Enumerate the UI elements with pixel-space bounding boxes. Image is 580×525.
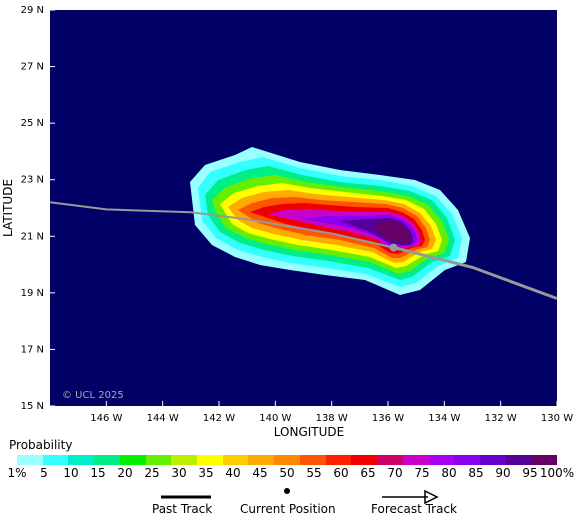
probability-color-bar xyxy=(17,455,558,465)
probability-swatch xyxy=(145,455,172,465)
forecast-track-line xyxy=(393,246,558,300)
probability-label: 75 xyxy=(414,466,429,480)
probability-label: 45 xyxy=(252,466,267,480)
probability-swatch xyxy=(222,455,249,465)
lat-tick-label: 29 N xyxy=(21,5,44,16)
probability-label: 80 xyxy=(441,466,456,480)
forecast-arrow-icon xyxy=(424,489,439,505)
probability-labels: 1% 5 10 15 20 25 30 35 40 45 50 55 60 65 70 75 80 85 90 95 1… xyxy=(7,466,574,480)
lat-tick-label: 17 N xyxy=(21,344,44,355)
probability-swatch xyxy=(505,455,532,465)
longitude-tick-labels: 146 W 144 W 142 W 140 W 138 W 136 W 134 W 132 W… xyxy=(90,413,573,424)
axis-ticks xyxy=(46,9,558,410)
probability-swatch xyxy=(428,455,455,465)
lat-tick-label: 27 N xyxy=(21,62,44,73)
probability-swatch xyxy=(17,455,43,465)
probability-swatch xyxy=(68,455,95,465)
lon-tick-label: 146 W xyxy=(90,413,122,424)
probability-label: 1% xyxy=(7,466,26,480)
lon-tick-label: 136 W xyxy=(372,413,404,424)
lat-tick-label: 15 N xyxy=(21,401,44,412)
probability-label: 20 xyxy=(117,466,132,480)
probability-label: 70 xyxy=(387,466,402,480)
probability-swatch xyxy=(325,455,352,465)
probability-swatch xyxy=(377,455,403,465)
probability-label: 100% xyxy=(540,466,574,480)
lon-tick-label: 138 W xyxy=(316,413,348,424)
probability-swatch xyxy=(402,455,429,465)
probability-label: 5 xyxy=(40,466,48,480)
y-axis-title: LATITUDE xyxy=(1,179,15,237)
past-track-line xyxy=(49,201,394,249)
probability-label: 40 xyxy=(225,466,240,480)
probability-swatch xyxy=(274,455,300,465)
track-legend xyxy=(161,488,439,505)
probability-label: 30 xyxy=(171,466,186,480)
watermark: © UCL 2025 xyxy=(62,390,124,401)
probability-swatch xyxy=(119,455,146,465)
probability-label: 85 xyxy=(468,466,483,480)
probability-label: 65 xyxy=(360,466,375,480)
probability-swatch xyxy=(197,455,223,465)
lat-tick-label: 21 N xyxy=(21,231,44,242)
probability-swatch xyxy=(299,455,326,465)
current-position-key-dot xyxy=(284,488,290,494)
probability-label: 60 xyxy=(333,466,348,480)
lon-tick-label: 134 W xyxy=(428,413,460,424)
probability-label: 15 xyxy=(90,466,105,480)
probability-swatch xyxy=(479,455,506,465)
probability-label: 90 xyxy=(495,466,510,480)
lon-tick-label: 130 W xyxy=(541,413,573,424)
lon-tick-label: 144 W xyxy=(147,413,179,424)
probability-swatch xyxy=(94,455,120,465)
past-track-label: Past Track xyxy=(152,502,213,516)
probability-swatch xyxy=(171,455,198,465)
probability-swatch xyxy=(42,455,69,465)
probability-swatch xyxy=(351,455,378,465)
probability-swatch xyxy=(531,455,558,465)
probability-label: 25 xyxy=(144,466,159,480)
lat-tick-label: 19 N xyxy=(21,288,44,299)
lat-tick-label: 25 N xyxy=(21,118,44,129)
lat-tick-label: 23 N xyxy=(21,175,44,186)
probability-label: 55 xyxy=(306,466,321,480)
lon-tick-label: 142 W xyxy=(203,413,235,424)
current-position-marker xyxy=(389,243,398,252)
probability-label: 10 xyxy=(63,466,78,480)
legend-title: Probability xyxy=(9,438,73,452)
lon-tick-label: 140 W xyxy=(259,413,291,424)
probability-swatch xyxy=(248,455,275,465)
current-position-label: Current Position xyxy=(240,502,336,516)
probability-label: 35 xyxy=(198,466,213,480)
probability-label: 50 xyxy=(279,466,294,480)
latitude-tick-labels: 29 N 27 N 25 N 23 N 21 N 19 N 17 N 15 N xyxy=(21,5,44,412)
x-axis-title: LONGITUDE xyxy=(274,425,344,439)
probability-label: 95 xyxy=(522,466,537,480)
probability-swatch xyxy=(454,455,480,465)
forecast-track-label: Forecast Track xyxy=(371,502,457,516)
lon-tick-label: 132 W xyxy=(485,413,517,424)
